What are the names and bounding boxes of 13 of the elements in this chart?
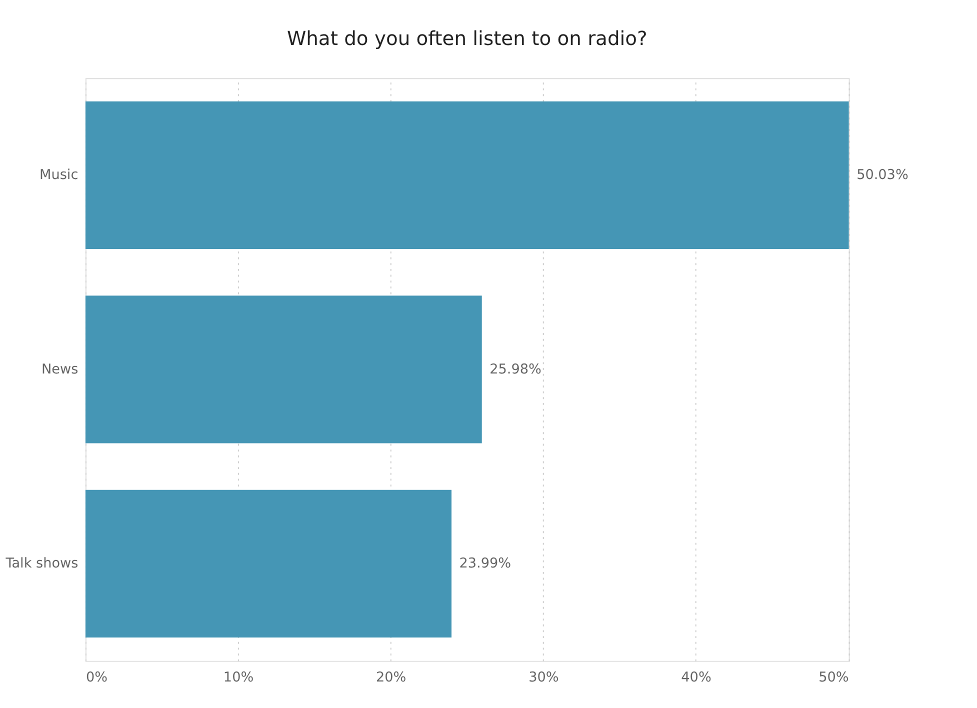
x-tick-label: 40% — [681, 670, 712, 686]
y-tick-label: Music — [40, 167, 78, 184]
data-label: 23.99% — [459, 556, 512, 572]
x-tick-label: 10% — [223, 670, 254, 686]
chart-title: What do you often listen to on radio? — [286, 27, 648, 50]
x-tick-label: 50% — [818, 670, 849, 686]
y-tick-label: Talk shows — [4, 556, 78, 572]
data-label: 25.98% — [490, 361, 542, 378]
x-tick-label: 30% — [528, 670, 559, 686]
x-tick-label: 20% — [376, 670, 406, 686]
data-label: 50.03% — [856, 167, 908, 184]
y-tick-label: News — [41, 361, 78, 378]
x-tick-label: 0% — [86, 670, 108, 686]
